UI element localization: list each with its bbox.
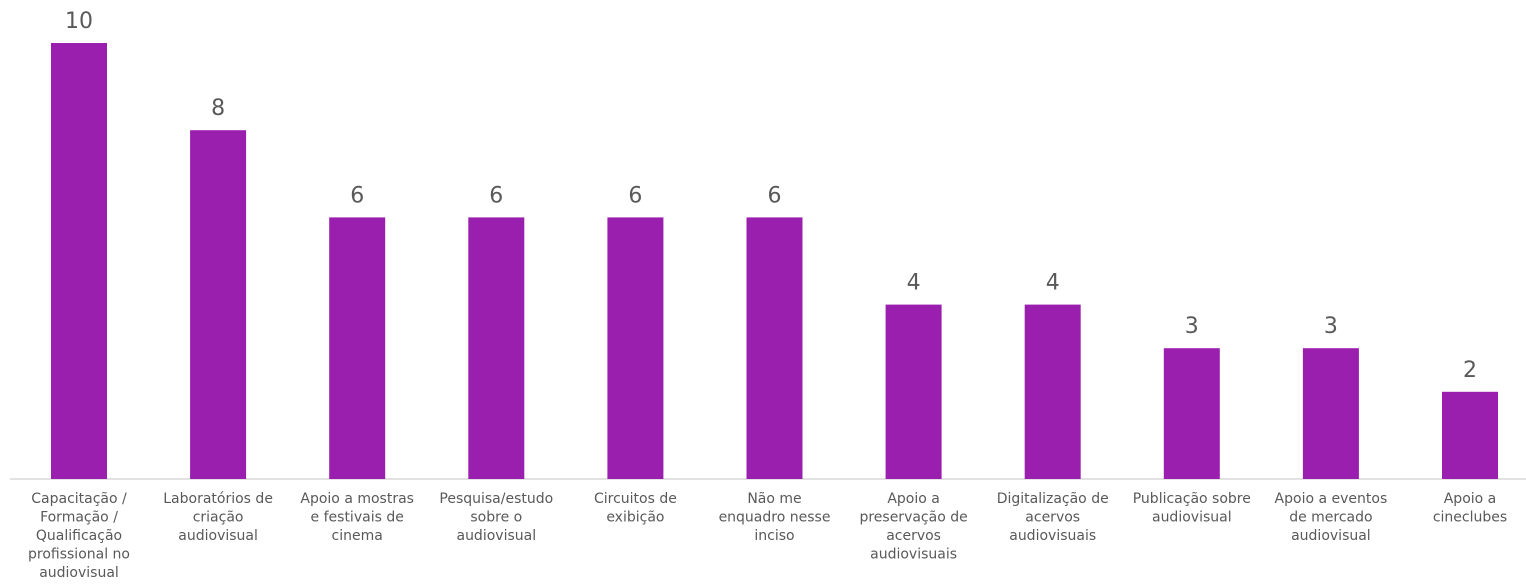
value-label-11: 2 xyxy=(1463,358,1477,383)
value-label-9: 3 xyxy=(1185,314,1199,339)
bar-7 xyxy=(885,304,942,479)
category-label-6: Não me enquadro nesse inciso xyxy=(719,491,831,544)
value-label-2: 8 xyxy=(211,96,225,121)
value-label-3: 6 xyxy=(350,183,364,208)
value-labels-group: 10 8 6 6 6 6 4 4 3 3 2 xyxy=(65,9,1477,383)
category-label-8: Digitalização de acervos audiovisuais xyxy=(997,491,1109,544)
value-label-1: 10 xyxy=(65,9,93,34)
bar-6 xyxy=(746,217,803,479)
category-label-5: Circuitos de exibição xyxy=(594,491,677,526)
value-label-7: 4 xyxy=(907,271,921,296)
category-label-7: Apoio a preservação de acervos audiovisuais xyxy=(859,491,967,563)
category-labels-group: Capacitação / Formação / Qualificação profi… xyxy=(28,491,1507,581)
value-label-5: 6 xyxy=(628,183,642,208)
value-label-4: 6 xyxy=(489,183,503,208)
category-label-9: Publicação sobre audiovisual xyxy=(1133,491,1251,526)
value-label-8: 4 xyxy=(1046,271,1060,296)
bars-group xyxy=(51,43,1498,479)
bar-4 xyxy=(468,217,525,479)
category-label-4: Pesquisa/estudo sobre o audiovisual xyxy=(439,491,553,544)
value-label-10: 3 xyxy=(1324,314,1338,339)
category-label-1: Capacitação / Formação / Qualificação profi… xyxy=(28,491,130,581)
bar-11 xyxy=(1442,391,1498,479)
bar-9 xyxy=(1163,348,1220,479)
category-label-3: Apoio a mostras e festivais de cinema xyxy=(300,491,414,544)
category-label-2: Laboratórios de criação audiovisual xyxy=(163,491,273,544)
bar-1 xyxy=(51,43,107,479)
bar-10 xyxy=(1302,348,1359,479)
bar-2 xyxy=(190,130,247,479)
value-label-6: 6 xyxy=(768,183,782,208)
category-label-11: Apoio a cineclubes xyxy=(1433,491,1507,526)
category-label-10: Apoio a eventos de mercado audiovisual xyxy=(1275,491,1388,544)
bar-5 xyxy=(607,217,664,479)
bar-3 xyxy=(329,217,386,479)
bar-8 xyxy=(1024,304,1081,479)
